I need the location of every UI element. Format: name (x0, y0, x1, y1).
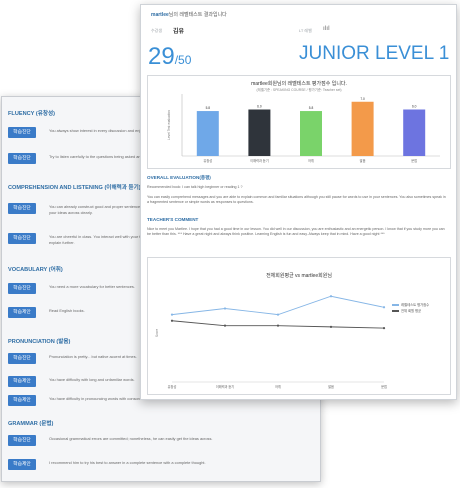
list-item: 학습진단 You always show interest in every d… (8, 127, 309, 138)
diagnosis-badge: 학습진단 (8, 233, 36, 244)
series-point (276, 324, 280, 327)
bar-value-label: 7.0 (360, 97, 365, 101)
bar-value-label: 6.0 (412, 105, 417, 109)
suggestion-badge: 학습제안 (8, 307, 36, 318)
legend-item-learner: 레벨테스트 평가점수 (392, 302, 429, 307)
section-title-pronunciation: PRONUNCIATION (발음) (8, 339, 71, 345)
diagnosis-badge: 학습진단 (8, 353, 36, 364)
line-category-label: 발음 (328, 384, 334, 389)
score-value: 29 (148, 43, 175, 70)
score-max: /50 (174, 53, 192, 67)
student-name: 김유 (173, 29, 185, 35)
teacher-comment-heading: TEACHER'S COMMENT (147, 217, 199, 222)
student-label: 수강생 (151, 28, 163, 33)
list-item: 학습진단 Occasional grammatical errors are c… (8, 435, 309, 446)
diagnosis-badge: 학습진단 (8, 435, 36, 446)
list-item: 학습제안 You have difficulty with long and u… (8, 376, 309, 387)
comment-text: You have difficulty with long and unfami… (49, 377, 135, 382)
lt-level-label: LT 레벨 (299, 28, 312, 33)
bar-category-label: 문법 (411, 158, 417, 163)
series-point (382, 327, 386, 330)
teacher-comment-text: Nice to meet you Martlee. I hope that yo… (147, 227, 445, 237)
bar-value-label: 6.0 (257, 105, 262, 109)
series-point (223, 324, 227, 327)
diagnosis-badge: 학습진단 (8, 203, 36, 214)
comment-text: Pronunciation is pretty... but native ac… (49, 354, 137, 359)
brand-name: martlee (151, 12, 169, 18)
line-category-label: 어휘 (275, 384, 281, 389)
bar-y-axis-label: Level Test evaluation (167, 110, 171, 140)
line-category-label: 유창성 (168, 384, 177, 389)
bar-category-label: 어휘 (308, 158, 314, 163)
legend-item-average: 전체 회원 평균 (392, 308, 421, 313)
section-title-grammar: GRAMMAR (문법) (8, 421, 54, 427)
series-point (170, 313, 174, 316)
series-point (223, 307, 227, 310)
legend-label: 전체 회원 평균 (401, 309, 422, 313)
level-signal-icon: ılıl (323, 26, 330, 32)
overall-evaluation-heading: OVERALL EVALUATION(총평) (147, 175, 211, 180)
level-title: JUNIOR LEVEL 1 (299, 43, 450, 64)
list-item: 학습진단 Try to listen carefully to the ques… (8, 153, 309, 164)
level-test-result-page: martlee님의 레벨테스트 결과입니다 수강생 김유 LT 레벨 ılıl … (140, 4, 457, 400)
comment-text: Occasional grammatical errors are commit… (49, 436, 213, 441)
comparison-line-chart: 전체회원평균 vs martlee회원님 Score 유창성 이해력과 듣기 어휘 발음… (147, 257, 451, 395)
series-line-0 (171, 295, 385, 316)
line-chart-title: 전체회원평균 vs martlee회원님 (266, 273, 332, 279)
suggestion-badge: 학습제안 (8, 376, 36, 387)
bar-category-label: 이해력과 듣기 (250, 158, 269, 163)
line-category-label: 문법 (381, 384, 387, 389)
series-point (329, 295, 333, 298)
series-point (276, 313, 280, 316)
diagnosis-badge: 학습진단 (8, 127, 36, 138)
line-category-label: 이해력과 듣기 (216, 384, 235, 389)
diagnosis-badge: 학습진단 (8, 153, 36, 164)
report-title: martlee님의 레벨테스트 결과입니다 (151, 11, 227, 18)
bar-4 (403, 109, 426, 156)
bar-category-label: 발음 (360, 158, 366, 163)
bar-2 (300, 111, 322, 156)
list-item: 학습진단 You need a more vocabulary for bett… (8, 283, 309, 294)
bar-0 (196, 111, 219, 156)
list-item: 학습제안 Read English books. (8, 307, 309, 318)
bar-value-label: 5.8 (206, 106, 211, 110)
recommended-book-text: Recommended book: I can talk high beginn… (147, 185, 243, 189)
comment-text: You always show interest in every discus… (49, 128, 186, 133)
bar-chart-subtitle: (레벨기준 : SPEAKING COURSE / 평가기준: Teacher … (256, 88, 342, 92)
report-title-text: 님의 레벨테스트 결과입니다 (168, 12, 227, 18)
suggestion-badge: 학습제안 (8, 395, 36, 406)
section-title-comprehension: COMPREHENSION AND LISTENING (이해력과 듣기) (8, 185, 141, 191)
section-title-vocabulary: VOCABULARY (어휘) (8, 267, 63, 273)
list-item: 학습제안 I recommend him to try his best to … (8, 459, 309, 470)
diagnosis-badge: 학습진단 (8, 283, 36, 294)
bar-3 (351, 101, 374, 156)
overall-evaluation-text: You can easily comprehend messages and y… (147, 195, 446, 205)
comment-text: I recommend him to try his best to answe… (49, 460, 206, 465)
bar-1 (248, 109, 271, 156)
bar-category-label: 유창성 (203, 158, 212, 163)
list-item: 학습진단 Pronunciation is pretty... but nati… (8, 353, 309, 364)
comment-text: You need a more vocabulary for better se… (49, 284, 135, 289)
bar-value-label: 5.8 (309, 106, 314, 110)
legend-label: 레벨테스트 평가점수 (401, 303, 430, 307)
bar-chart-plot: Level Test evaluation 5.8 유창성 6.0 이해력과 듣기 5.8… (167, 94, 440, 163)
suggestion-badge: 학습제안 (8, 459, 36, 470)
list-item: 학습제안 You have difficulty in pronouncing … (8, 395, 309, 406)
series-point (329, 325, 333, 328)
series-point (382, 306, 386, 309)
series-point (170, 319, 174, 322)
line-y-axis-label: Score (155, 329, 159, 338)
series-line-1 (171, 320, 385, 329)
bar-chart-title: martlee회원님의 레벨테스트 평가점수 입니다. (251, 81, 347, 87)
section-title-fluency: FLUENCY (유창성) (8, 111, 56, 117)
legend-swatch (392, 304, 399, 306)
comment-text: Try to listen carefully to the questions… (49, 154, 188, 159)
comment-text: You have difficulty in pronouncing words… (49, 396, 160, 401)
line-chart-plot: Score 유창성 이해력과 듣기 어휘 발음 문법 (155, 295, 387, 389)
legend-swatch (392, 310, 399, 312)
score-bar-chart: martlee회원님의 레벨테스트 평가점수 입니다. (레벨기준 : SPEA… (147, 75, 451, 169)
total-score: 29/50 (148, 43, 191, 71)
comment-text: Read English books. (49, 308, 85, 313)
